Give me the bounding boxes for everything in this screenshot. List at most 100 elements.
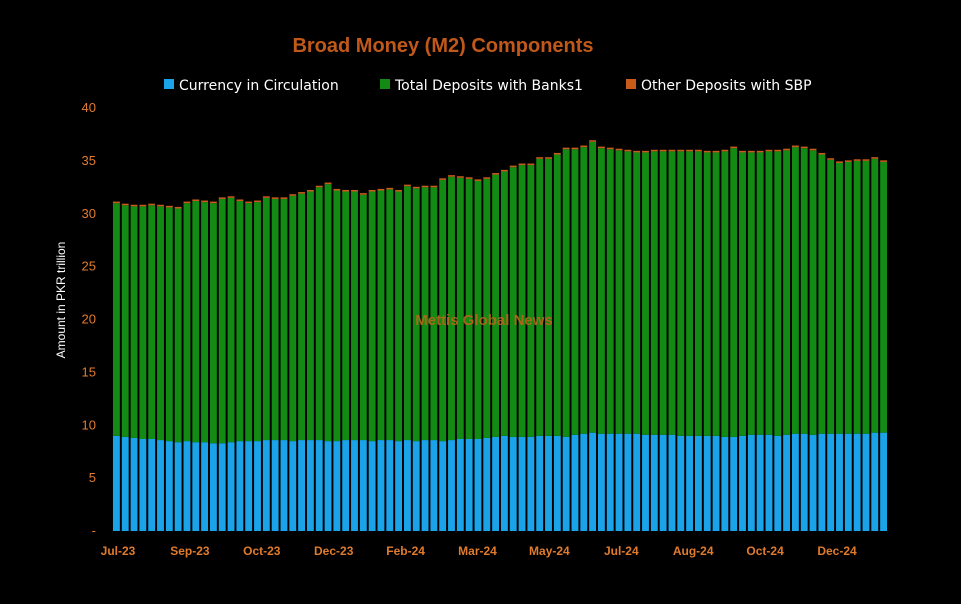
- bar-currency: [280, 440, 288, 531]
- bar-currency: [183, 441, 191, 531]
- bar-sbp: [342, 189, 350, 192]
- bar-sbp: [580, 145, 588, 148]
- bar-sbp: [421, 185, 429, 188]
- bar-sbp: [871, 157, 879, 159]
- bar-sbp: [589, 140, 597, 142]
- y-tick-label: 15: [82, 364, 96, 379]
- bar-currency: [148, 439, 156, 531]
- bar-sbp: [456, 176, 464, 178]
- x-tick-label: Sep-23: [170, 544, 210, 558]
- bar-deposits: [536, 158, 544, 436]
- bar-sbp: [500, 169, 508, 172]
- bar-deposits: [148, 205, 156, 439]
- bar-deposits: [562, 149, 570, 437]
- bar-deposits: [677, 151, 685, 436]
- x-tick-label: May-24: [529, 544, 570, 558]
- bar-sbp: [201, 200, 209, 203]
- bar-currency: [553, 435, 561, 531]
- bar-sbp: [280, 197, 288, 199]
- bar-sbp: [783, 148, 791, 151]
- bar-sbp: [298, 192, 306, 194]
- bar-deposits: [500, 171, 508, 436]
- bar-currency: [157, 440, 164, 531]
- bar-currency: [659, 434, 667, 531]
- bar-deposits: [262, 197, 270, 441]
- bar-deposits: [694, 151, 702, 436]
- bar-currency: [809, 434, 817, 531]
- bar-deposits: [315, 187, 323, 441]
- bar-deposits: [218, 198, 226, 444]
- bar-currency: [703, 435, 711, 531]
- legend-label-currency: Currency in Circulation: [179, 78, 339, 94]
- bar-deposits: [201, 202, 209, 443]
- bar-deposits: [686, 151, 694, 436]
- bar-currency: [465, 439, 473, 531]
- bar-sbp: [615, 148, 623, 151]
- y-tick-label: 10: [82, 417, 96, 432]
- bar-sbp: [218, 197, 226, 199]
- bar-sbp: [509, 165, 517, 168]
- bar-sbp: [827, 158, 835, 160]
- bar-currency: [580, 433, 588, 531]
- bar-currency: [677, 435, 685, 531]
- bar-sbp: [730, 146, 738, 149]
- bar-sbp: [165, 205, 173, 208]
- bar-currency: [686, 435, 694, 531]
- bar-deposits: [527, 165, 535, 437]
- bar-sbp: [562, 147, 570, 150]
- bar-sbp: [448, 175, 455, 177]
- bar-sbp: [245, 201, 253, 204]
- bar-sbp: [862, 159, 870, 161]
- bar-sbp: [800, 146, 808, 149]
- bar-sbp: [774, 149, 782, 152]
- bar-sbp: [880, 160, 888, 162]
- legend-swatch-sbp: [626, 79, 636, 89]
- bar-deposits: [439, 179, 447, 442]
- bar-currency: [254, 441, 261, 531]
- bar-deposits: [403, 186, 411, 441]
- bar-deposits: [395, 191, 403, 442]
- bar-currency: [209, 443, 217, 531]
- bar-currency: [474, 439, 482, 531]
- legend-label-sbp: Other Deposits with SBP: [641, 78, 812, 94]
- chart-title: Broad Money (M2) Components: [292, 35, 593, 57]
- bar-currency: [430, 440, 438, 531]
- bar-sbp: [474, 179, 482, 181]
- bar-deposits: [112, 203, 120, 436]
- bar-sbp: [209, 201, 217, 204]
- bar-sbp: [359, 193, 367, 195]
- bar-deposits: [324, 184, 332, 442]
- y-tick-label: 25: [82, 259, 96, 274]
- bar-sbp: [386, 187, 394, 190]
- bar-currency: [201, 442, 209, 531]
- bar-currency: [368, 441, 376, 531]
- bar-currency: [412, 441, 420, 531]
- bar-sbp: [174, 206, 182, 209]
- legend-item-currency: Currency in Circulation: [164, 78, 339, 94]
- x-tick-label: Oct-24: [746, 544, 784, 558]
- bar-sbp: [139, 204, 147, 207]
- bar-currency: [165, 441, 173, 531]
- bar-currency: [448, 440, 455, 531]
- bar-sbp: [642, 150, 649, 153]
- bar-currency: [589, 432, 597, 531]
- bar-deposits: [871, 158, 879, 433]
- bar-sbp: [483, 177, 491, 179]
- bar-currency: [403, 440, 411, 531]
- bar-sbp: [121, 203, 129, 206]
- bar-sbp: [668, 149, 676, 152]
- bar-deposits: [518, 165, 526, 437]
- bar-currency: [800, 433, 808, 531]
- bar-deposits: [298, 193, 306, 441]
- bar-sbp: [439, 178, 447, 180]
- bar-deposits: [747, 152, 755, 435]
- bar-deposits: [589, 141, 597, 433]
- bar-sbp: [324, 182, 332, 185]
- bar-sbp: [606, 147, 614, 150]
- bar-currency: [315, 440, 323, 531]
- bar-deposits: [580, 147, 588, 434]
- x-tick-label: Aug-24: [673, 544, 714, 558]
- x-tick-label: Oct-23: [243, 544, 281, 558]
- bar-deposits: [853, 160, 861, 434]
- x-tick-label: Feb-24: [386, 544, 425, 558]
